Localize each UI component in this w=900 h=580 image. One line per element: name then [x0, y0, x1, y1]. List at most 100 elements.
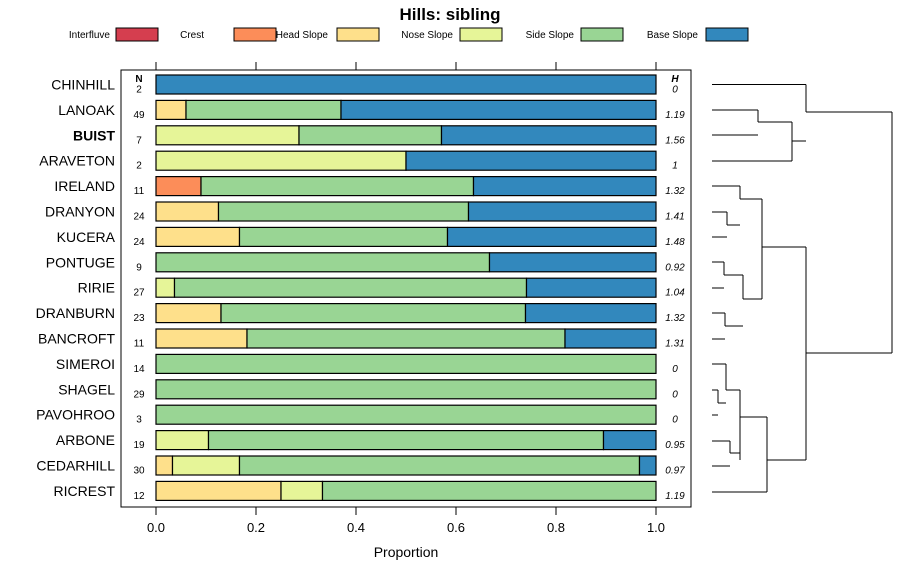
n-value-ririe: 27 — [133, 288, 145, 299]
h-value-chinhill: 0 — [672, 85, 678, 96]
row-label-lanoak: LANOAK — [58, 102, 115, 118]
h-value-lanoak: 1.19 — [665, 110, 685, 121]
n-value-kucera: 24 — [133, 237, 145, 248]
bar-dranyon-head-slope — [155, 201, 220, 222]
row-label-ireland: IRELAND — [54, 178, 115, 194]
legend-label-base-slope: Base Slope — [647, 30, 699, 41]
bar-arbone-base-slope — [602, 430, 657, 451]
n-value-lanoak: 49 — [133, 110, 145, 121]
row-label-bancroft: BANCROFT — [38, 331, 115, 347]
n-value-ireland: 11 — [134, 186, 145, 197]
bar-pavohroo-side-slope — [155, 404, 657, 425]
bar-cedarhill-base-slope — [638, 455, 657, 476]
h-value-bancroft: 1.31 — [665, 339, 684, 350]
h-value-ricrest: 1.19 — [665, 491, 685, 502]
h-value-pavohroo: 0 — [672, 415, 678, 426]
bar-ricrest-nose-slope — [280, 480, 324, 501]
bar-pontuge-side-slope — [155, 252, 491, 273]
n-value-simeroi: 14 — [133, 364, 145, 375]
h-value-ireland: 1.32 — [665, 186, 685, 197]
legend-swatch-head-slope — [336, 27, 380, 42]
x-tick-label-4: 0.8 — [547, 520, 565, 535]
row-label-simeroi: SIMEROI — [56, 356, 115, 372]
bar-ririe-base-slope — [525, 277, 657, 298]
bar-dranyon-base-slope — [467, 201, 657, 222]
bar-ireland-side-slope — [200, 176, 475, 197]
row-labels-group: CHINHILL 2 0 LANOAK 49 1.19 BUIST 7 1.56 ARAVETON… — [36, 77, 686, 502]
h-value-dranyon: 1.41 — [665, 212, 684, 223]
n-value-dranburn: 23 — [133, 313, 145, 324]
bar-dranburn-head-slope — [155, 303, 222, 324]
row-label-pavohroo: PAVOHROO — [36, 407, 115, 423]
bar-dranburn-base-slope — [524, 303, 657, 324]
bar-lanoak-side-slope — [185, 99, 342, 121]
row-label-kucera: KUCERA — [57, 229, 116, 245]
bar-lanoak-base-slope — [340, 99, 657, 121]
row-label-shagel: SHAGEL — [58, 381, 115, 397]
bar-araveton-base-slope — [405, 150, 657, 171]
h-value-dranburn: 1.32 — [665, 313, 685, 324]
bar-simeroi-side-slope — [155, 353, 657, 374]
bar-bancroft-base-slope — [564, 328, 657, 349]
x-axis-title: Proportion — [374, 544, 439, 560]
bar-dranburn-side-slope — [220, 303, 527, 324]
n-value-araveton: 2 — [136, 161, 142, 172]
chart-title: Hills: sibling — [399, 5, 500, 24]
n-value-ricrest: 12 — [133, 491, 145, 502]
n-value-buist: 7 — [136, 135, 142, 146]
row-label-dranyon: DRANYON — [45, 204, 115, 220]
h-value-arbone: 0.95 — [665, 440, 685, 451]
x-tick-label-3: 0.6 — [447, 520, 465, 535]
bar-ricrest-head-slope — [155, 480, 282, 501]
h-value-simeroi: 0 — [672, 364, 678, 375]
legend-swatch-side-slope — [580, 27, 624, 42]
n-column-header: N — [135, 74, 142, 85]
dendrogram — [712, 84, 893, 493]
legend: Interfluve Crest Head Slope Nose Slope Side … — [69, 27, 749, 42]
bar-arbone-side-slope — [207, 430, 605, 451]
bar-chinhill-base-slope — [155, 74, 657, 95]
bar-ireland-base-slope — [472, 176, 657, 197]
bar-lanoak-head-slope — [155, 99, 187, 121]
bar-buist-nose-slope — [155, 125, 300, 146]
legend-label-head-slope: Head Slope — [276, 30, 329, 41]
row-label-araveton: ARAVETON — [39, 153, 115, 169]
n-value-chinhill: 2 — [136, 85, 142, 96]
h-value-shagel: 0 — [672, 389, 678, 400]
bar-dranyon-side-slope — [217, 201, 470, 222]
x-tick-label-1: 0.2 — [247, 520, 265, 535]
bar-kucera-base-slope — [446, 226, 657, 247]
bar-ricrest-side-slope — [321, 480, 657, 501]
h-value-kucera: 1.48 — [665, 237, 685, 248]
bars-group — [155, 74, 657, 501]
bar-cedarhill-nose-slope — [171, 455, 241, 476]
row-label-buist: BUIST — [73, 127, 115, 143]
legend-label-crest: Crest — [180, 30, 204, 41]
legend-swatch-interfluve — [115, 27, 159, 42]
legend-swatch-crest — [233, 27, 277, 42]
n-value-arbone: 19 — [133, 440, 145, 451]
h-value-buist: 1.56 — [665, 135, 685, 146]
bar-ririe-side-slope — [173, 277, 528, 298]
legend-swatch-nose-slope — [459, 27, 503, 42]
x-tick-label-2: 0.4 — [347, 520, 365, 535]
row-label-ricrest: RICREST — [54, 483, 116, 499]
row-label-chinhill: CHINHILL — [51, 77, 115, 93]
bar-arbone-nose-slope — [155, 430, 210, 451]
legend-label-nose-slope: Nose Slope — [401, 30, 453, 41]
h-column-header: H — [671, 74, 679, 85]
n-value-bancroft: 11 — [134, 339, 145, 350]
bar-ireland-crest — [155, 176, 202, 197]
row-label-dranburn: DRANBURN — [36, 305, 115, 321]
h-value-ririe: 1.04 — [665, 288, 685, 299]
row-label-arbone: ARBONE — [56, 432, 115, 448]
bar-shagel-side-slope — [155, 379, 657, 400]
n-value-dranyon: 24 — [133, 212, 145, 223]
n-value-cedarhill: 30 — [133, 466, 145, 477]
top-axis-ticks — [155, 62, 657, 70]
bar-kucera-head-slope — [155, 226, 241, 247]
x-tick-label-0: 0.0 — [147, 520, 165, 535]
legend-label-interfluve: Interfluve — [69, 30, 111, 41]
n-value-pavohroo: 3 — [136, 415, 142, 426]
